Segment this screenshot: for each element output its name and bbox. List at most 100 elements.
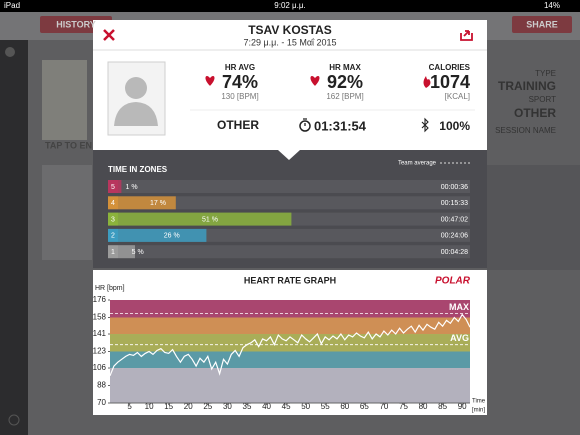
- sport: OTHER: [217, 118, 259, 132]
- zone-band: [110, 368, 470, 403]
- x-tick-label: 55: [321, 402, 330, 411]
- stopwatch-icon: [299, 120, 311, 132]
- zone-bar: [118, 245, 135, 259]
- tap-hint: TAP TO EN: [45, 140, 92, 150]
- zone-percent: 51 %: [202, 216, 218, 223]
- share-icon[interactable]: [460, 30, 473, 41]
- polar-logo: POLAR: [435, 276, 471, 287]
- x-tick-label: 25: [203, 402, 212, 411]
- reference-label: MAX: [449, 302, 469, 312]
- clock: 9:02 μ.μ.: [274, 1, 305, 10]
- close-button[interactable]: [103, 29, 115, 41]
- zone-number: 2: [111, 233, 115, 240]
- zone-band: [110, 300, 470, 318]
- flame-icon: [423, 76, 431, 88]
- y-tick-label: 70: [97, 398, 106, 407]
- participant-card: [42, 165, 92, 260]
- avatar-body: [114, 102, 158, 126]
- graph-title: HEART RATE GRAPH: [244, 275, 336, 285]
- share-button-bg[interactable]: [512, 16, 572, 33]
- history-label: HISTORY: [56, 19, 96, 29]
- zone-band: [110, 351, 470, 369]
- zone-bar: [118, 180, 122, 193]
- team-average-label: Team average: [398, 161, 437, 167]
- x-tick-label: 5: [127, 402, 132, 411]
- stopwatch-hand: [303, 118, 307, 126]
- zone-time: 00:04:28: [441, 249, 468, 256]
- heart-icon: [205, 76, 215, 86]
- subtitle: 7:29 μ.μ. - 15 Μαΐ 2015: [243, 37, 336, 47]
- battery-level: 14%: [544, 1, 560, 10]
- zone-row: [108, 245, 470, 259]
- zone-time: 00:00:36: [441, 184, 468, 191]
- zone-row: [108, 196, 470, 210]
- zone-row: [108, 180, 470, 193]
- dynamic-layer: iPad 9:02 μ.μ. 14% HISTORY SHARE TYPETRAINING…: [4, 1, 560, 413]
- zone-percent: 5 %: [132, 249, 144, 256]
- device-name: iPad: [4, 1, 20, 10]
- x-axis-label: Time: [472, 399, 486, 405]
- title: TSAV KOSTAS: [248, 23, 332, 37]
- zone-time: 00:24:06: [441, 233, 468, 240]
- share-label: SHARE: [526, 19, 558, 29]
- zone-number: 4: [111, 200, 115, 207]
- duration: 01:31:54: [314, 118, 367, 133]
- x-axis-unit: [min]: [472, 408, 485, 414]
- stat-label: CALORIES: [429, 63, 471, 72]
- x-tick-label: 10: [145, 402, 154, 411]
- type-value: TRAINING: [498, 79, 556, 93]
- avatar-head: [125, 77, 147, 99]
- x-tick-label: 40: [262, 402, 271, 411]
- stat-sub: [KCAL]: [445, 92, 470, 101]
- sport-label: SPORT: [529, 95, 557, 104]
- zones-title: TIME IN ZONES: [108, 165, 168, 174]
- x-tick-label: 80: [419, 402, 428, 411]
- x-tick-label: 45: [282, 402, 291, 411]
- y-tick-label: 158: [93, 313, 107, 322]
- stat-sub: 130 [BPM]: [221, 92, 258, 101]
- x-tick-label: 20: [184, 402, 193, 411]
- stat-label: HR MAX: [329, 63, 361, 72]
- zone-swatch: [108, 180, 118, 193]
- stat-label: HR AVG: [225, 63, 255, 72]
- zone-number: 5: [111, 184, 115, 191]
- info-icon: [8, 414, 20, 426]
- session-list: [487, 165, 580, 270]
- y-tick-label: 106: [93, 363, 107, 372]
- zone-bar: [118, 212, 292, 226]
- zone-percent: 1 %: [126, 184, 138, 191]
- reference-label: AVG: [450, 333, 469, 343]
- x-tick-label: 65: [360, 402, 369, 411]
- y-tick-label: 176: [93, 295, 107, 304]
- zone-swatch: [108, 228, 118, 242]
- heart-icon: [310, 76, 320, 86]
- zone-time: 00:15:33: [441, 200, 468, 207]
- x-tick-label: 30: [223, 402, 232, 411]
- stat-sub: 162 [BPM]: [326, 92, 363, 101]
- zone-number: 1: [111, 249, 115, 256]
- y-tick-label: 141: [93, 329, 107, 338]
- zone-bar: [118, 196, 176, 210]
- session-name-label: SESSION NAME: [495, 126, 556, 135]
- sensor-battery: 100%: [439, 119, 470, 133]
- x-tick-label: 50: [301, 402, 310, 411]
- zone-band: [110, 334, 470, 352]
- zone-swatch: [108, 196, 118, 210]
- y-axis-label: HR [bpm]: [95, 285, 125, 292]
- sidebar: [0, 40, 28, 435]
- stat-value: 74%: [222, 72, 258, 92]
- x-tick-label: 90: [458, 402, 467, 411]
- home-icon: [5, 47, 15, 57]
- y-tick-label: 88: [97, 381, 106, 390]
- y-tick-label: 123: [93, 347, 107, 356]
- zone-number: 3: [111, 216, 115, 223]
- x-tick-label: 85: [438, 402, 447, 411]
- x-tick-label: 15: [164, 402, 173, 411]
- status-bar: [0, 0, 580, 12]
- map-thumbnail: [42, 60, 87, 140]
- x-tick-label: 60: [340, 402, 349, 411]
- zone-percent: 17 %: [150, 200, 166, 207]
- stat-value: 1074: [430, 72, 470, 92]
- zone-time: 00:47:02: [441, 216, 468, 223]
